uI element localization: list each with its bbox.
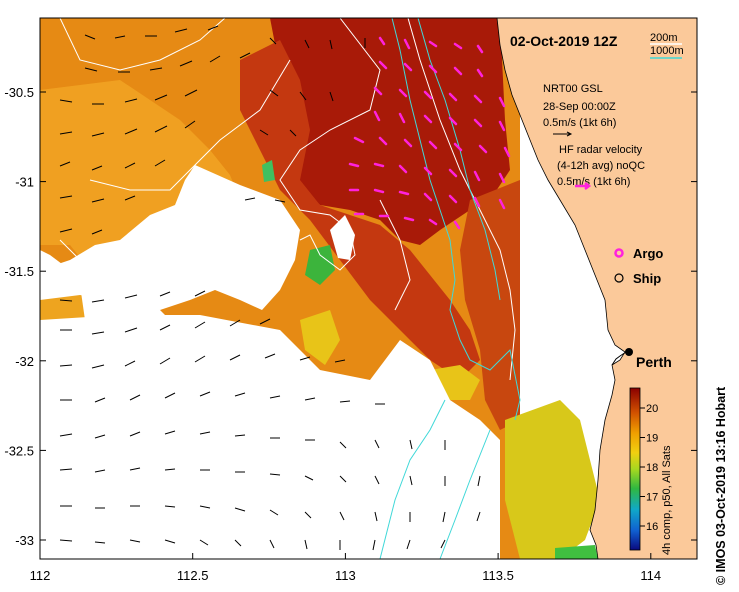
sst-core-medium — [240, 40, 480, 380]
cloud-gap-3 — [330, 215, 355, 260]
colorbar-tick-label: 20 — [646, 403, 658, 415]
legend-argo: Argo — [633, 246, 663, 261]
legend-model-arrow — [553, 131, 573, 137]
legend-hf-arrow — [575, 182, 592, 190]
y-tick-label: -32.5 — [4, 443, 34, 458]
x-tick-label: 112 — [30, 568, 51, 583]
y-tick-labels: -30.5 -31 -31.5 -32 -32.5 -33 — [4, 85, 34, 548]
y-tick-label: -31 — [15, 175, 34, 190]
sst-coastal-strip — [460, 180, 520, 430]
isobath-200m-3 — [59, 18, 291, 191]
sst-yellow-patch — [300, 310, 340, 365]
model-current-arrows — [59, 25, 481, 551]
sst-green-patch-2 — [305, 245, 335, 285]
sst-cool-patch-2 — [505, 400, 600, 559]
colorbar-tick-label: 17 — [646, 492, 658, 504]
legend-model-name: NRT00 GSL — [543, 83, 603, 95]
legend-hf-avg: (4-12h avg) noQC — [557, 160, 645, 172]
sst-green-patch — [555, 545, 598, 559]
legend-ship: Ship — [633, 271, 661, 286]
sst-core-dark — [270, 18, 510, 245]
colorbar-caption: 4h comp, p50, All Sats — [661, 445, 673, 555]
y-tick-label: -31.5 — [4, 264, 34, 279]
colorbar-ticks: 20 19 18 17 16 — [640, 403, 658, 533]
map-title: 02-Oct-2019 12Z — [510, 33, 618, 49]
x-tick-marks — [39, 553, 652, 559]
y-tick-label: -30.5 — [4, 85, 34, 100]
isobath-200m — [407, 18, 516, 381]
isobath-200m-4 — [59, 199, 411, 311]
x-tick-label: 113.5 — [482, 568, 514, 583]
legend-hf-scale: 0.5m/s (1kt 6h) — [557, 176, 630, 188]
ship-marker-icon — [614, 273, 624, 283]
isobath-1000m-2 — [379, 18, 501, 559]
y-tick-marks — [40, 91, 697, 541]
city-label: Perth — [636, 354, 672, 370]
isobath-label-200m: 200m — [650, 32, 678, 44]
x-tick-label: 112.5 — [177, 568, 209, 583]
isobath-label-1000m: 1000m — [650, 45, 684, 57]
cloud-gap — [40, 165, 300, 310]
credit-text: © IMOS 03-Oct-2019 13:16 Hobart — [714, 386, 728, 585]
colorbar — [629, 387, 641, 551]
plot-frame — [39, 17, 698, 560]
colorbar-tick-label: 16 — [646, 521, 658, 533]
legend-model-date: 28-Sep 00:00Z — [543, 101, 616, 113]
hf-radar-arrows — [348, 36, 511, 230]
x-tick-label: 113 — [335, 568, 356, 583]
y-tick-label: -32 — [15, 354, 34, 369]
colorbar-tick-label: 19 — [646, 433, 658, 445]
perth-marker — [625, 348, 633, 356]
colorbar-tick-label: 18 — [646, 462, 658, 474]
cloud-gap-2 — [40, 315, 500, 559]
legend-model-scale: 0.5m/s (1kt 6h) — [543, 117, 616, 129]
x-tick-label: 114 — [640, 568, 661, 583]
y-tick-label: -33 — [15, 533, 34, 548]
isobath-200m-2 — [279, 18, 381, 271]
argo-marker-icon — [614, 248, 624, 258]
sst-green-patch-3 — [262, 160, 275, 182]
isobath-1000m — [391, 18, 521, 421]
land — [496, 18, 697, 559]
legend-hf-title: HF radar velocity — [559, 144, 643, 156]
